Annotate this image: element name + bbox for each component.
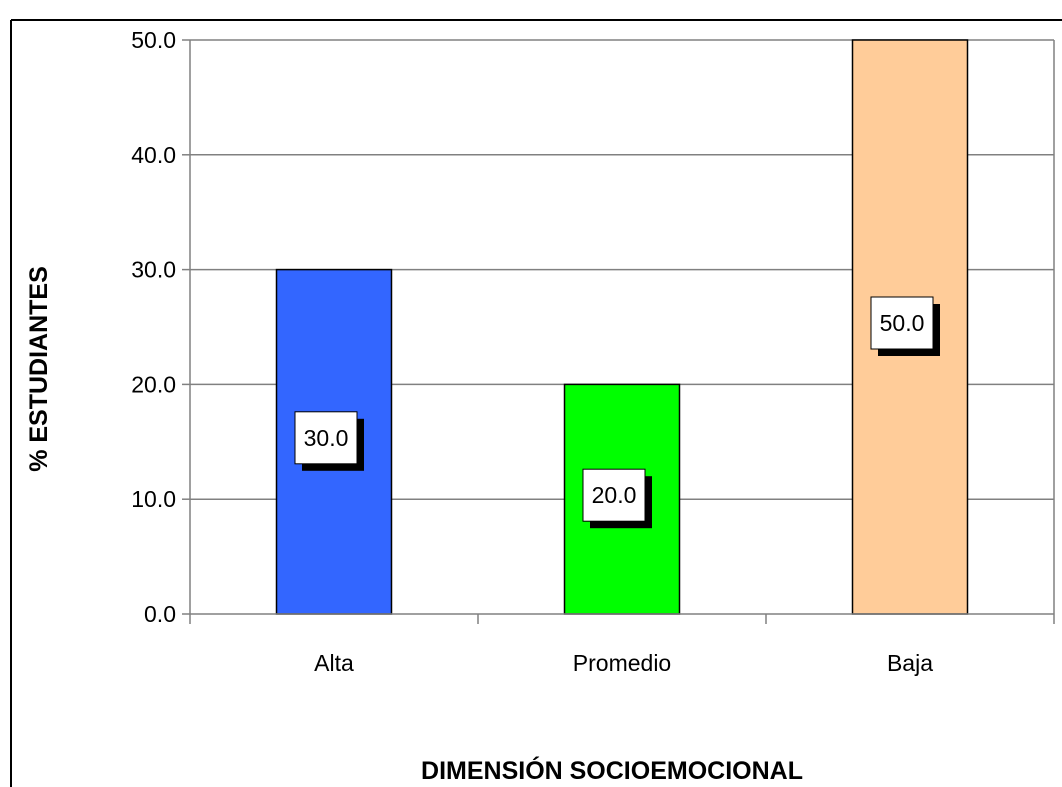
x-tick-label: Promedio bbox=[573, 650, 671, 676]
data-labels: 30.0 20.0 50.0 bbox=[294, 296, 940, 529]
x-tick-labels: Alta Promedio Baja bbox=[314, 650, 933, 676]
y-tick-label: 40.0 bbox=[131, 142, 176, 168]
y-tick-label: 50.0 bbox=[131, 27, 176, 53]
axes bbox=[182, 39, 1055, 624]
data-label-box bbox=[294, 411, 358, 465]
data-label-box bbox=[870, 296, 934, 350]
x-tick-label: Baja bbox=[887, 650, 933, 676]
y-tick-label: 30.0 bbox=[131, 257, 176, 283]
data-label: 30.0 bbox=[304, 425, 349, 451]
x-axis-title: DIMENSIÓN SOCIOEMOCIONAL bbox=[421, 755, 803, 785]
data-label-box bbox=[582, 468, 646, 522]
y-tick-label: 0.0 bbox=[144, 601, 176, 627]
data-label: 50.0 bbox=[880, 310, 925, 336]
y-tick-label: 20.0 bbox=[131, 371, 176, 397]
data-label: 20.0 bbox=[592, 482, 637, 508]
y-axis-title: % ESTUDIANTES bbox=[25, 266, 53, 472]
y-tick-label: 10.0 bbox=[131, 486, 176, 512]
y-tick-labels: 0.0 10.0 20.0 30.0 40.0 50.0 bbox=[131, 27, 176, 627]
x-tick-label: Alta bbox=[314, 650, 354, 676]
